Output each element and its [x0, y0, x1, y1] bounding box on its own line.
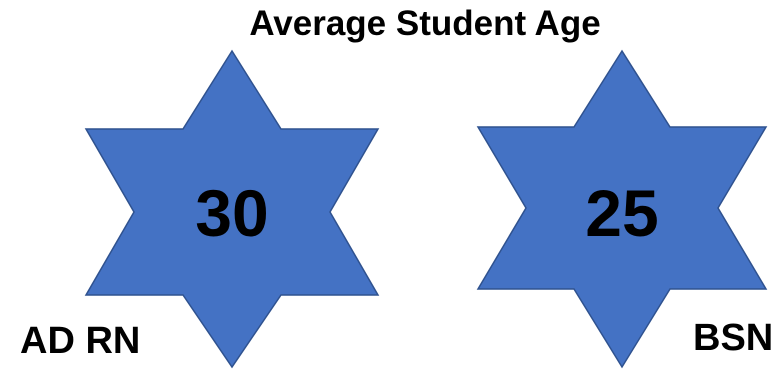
star-value-bsn: 25 — [585, 176, 658, 250]
star-value-ad-rn: 30 — [195, 176, 268, 250]
star-bsn: 25 — [476, 49, 768, 369]
page-title: Average Student Age — [249, 4, 601, 43]
star-ad-rn: 30 — [84, 49, 380, 369]
group-label-ad-rn: AD RN — [20, 320, 141, 362]
star-shape-bsn — [476, 49, 768, 369]
group-label-bsn: BSN — [693, 317, 774, 359]
star-shape-ad-rn — [84, 49, 380, 369]
